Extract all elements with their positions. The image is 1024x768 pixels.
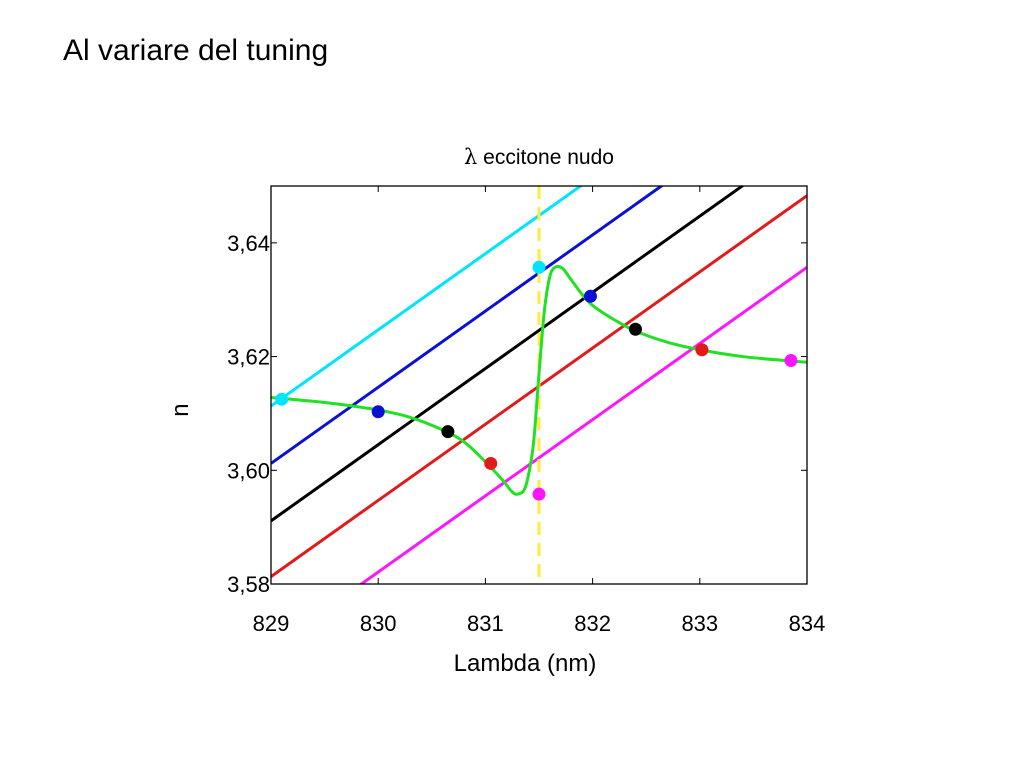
y-axis: 3,58 3,60 3,62 3,64 xyxy=(227,231,807,597)
x-tick-label: 832 xyxy=(574,611,611,636)
x-axis-label: Lambda (nm) xyxy=(454,650,597,677)
annotation: λ eccitone nudo xyxy=(464,145,614,169)
y-tick-label: 3,58 xyxy=(227,572,270,597)
x-axis: 829 830 831 832 833 834 xyxy=(253,186,826,636)
x-tick-label: 830 xyxy=(360,611,397,636)
series-marker-2 xyxy=(441,425,455,439)
slide-title: Al variare del tuning xyxy=(63,34,329,67)
y-tick-label: 3,60 xyxy=(227,458,270,483)
x-tick-label: 829 xyxy=(253,611,290,636)
x-tick-label: 831 xyxy=(467,611,504,636)
annotation-text: eccitone nudo xyxy=(477,146,614,169)
y-tick-label: 3,64 xyxy=(227,231,270,256)
series-marker-0 xyxy=(275,392,289,406)
annotation-symbol: λ xyxy=(464,145,477,169)
y-axis-label: n xyxy=(167,403,194,416)
y-tick-label: 3,62 xyxy=(227,345,270,370)
annotation-label: λ eccitone nudo xyxy=(464,145,614,169)
crossing-marker-0 xyxy=(532,260,546,274)
crossing-marker-3 xyxy=(628,322,642,336)
plot-frame xyxy=(270,185,808,585)
series-marker-4 xyxy=(784,354,798,368)
crossing-marker-2 xyxy=(583,289,597,303)
series-line-4 xyxy=(358,266,807,584)
crossing-marker-1 xyxy=(532,487,546,501)
polariton-curve xyxy=(271,264,807,496)
plot-area xyxy=(271,186,807,584)
x-tick-label: 833 xyxy=(681,611,718,636)
series-marker-1 xyxy=(371,405,385,419)
series-marker-3 xyxy=(484,456,498,470)
x-tick-label: 834 xyxy=(789,611,826,636)
crossing-marker-4 xyxy=(695,343,709,357)
series-line-2 xyxy=(271,186,745,523)
